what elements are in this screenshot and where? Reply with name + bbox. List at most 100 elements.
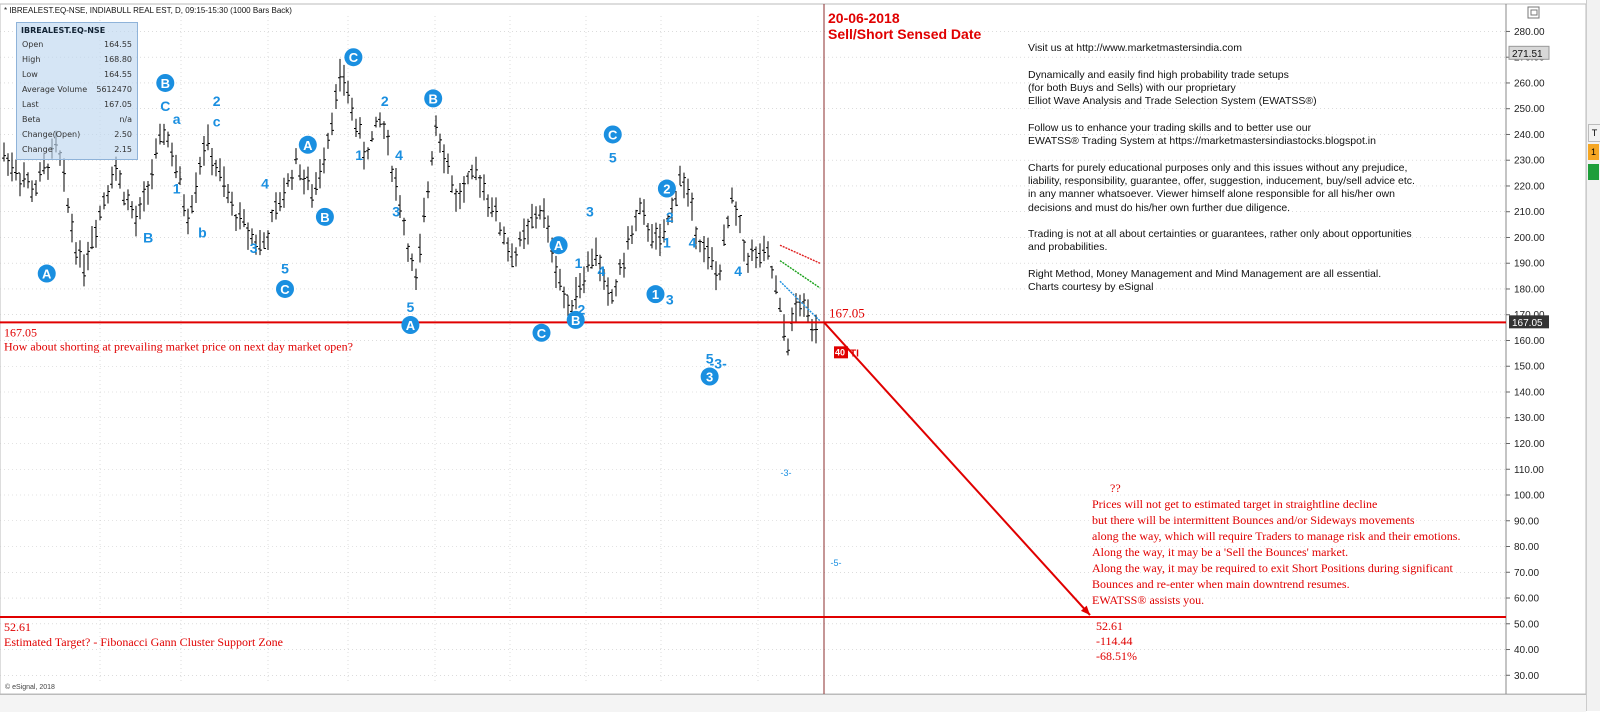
wave-label-circle [156,73,175,92]
wave-label-circle [646,285,665,304]
note-question-marks: ?? [1110,481,1121,495]
price-bar [454,188,458,212]
price-bar [134,205,138,237]
price-bar [358,117,362,139]
price-bar [590,248,594,269]
price-bar [178,166,182,186]
price-bar [642,199,646,225]
disclaimer-text: Visit us at http://www.marketmastersindi… [1028,42,1415,294]
quote-row-change-open: Change(Open) 2.50 [22,130,132,139]
price-bar [314,172,318,195]
strip-one-button[interactable]: 1 [1588,144,1599,160]
price-bar [262,232,266,250]
price-bar [446,153,450,174]
wave-label: 5 [281,260,289,276]
note-line: EWATSS® assists you. [1092,593,1204,607]
target-value: 52.61 [4,620,31,634]
price-line-value: 167.05 [4,325,37,339]
price-bar [326,132,330,149]
price-bar [710,247,714,270]
price-bar [18,172,22,197]
y-tick-label: 260.00 [1514,78,1545,89]
price-bar [578,272,582,299]
restore-window-icon-inner [1530,9,1538,16]
price-bar [686,178,690,207]
price-bar [126,189,130,211]
price-bar [510,243,514,268]
price-bar [674,190,678,207]
price-bar [750,239,754,262]
price-bar [490,197,494,218]
price-bar [482,174,486,201]
note-line: Bounces and re-enter when main downtrend… [1092,577,1350,591]
price-bar [754,246,758,269]
y-tick-label: 140.00 [1514,387,1545,398]
wave-label: C [160,98,170,114]
price-bar [142,181,146,212]
price-bar [270,209,274,223]
wave-label-circle [603,125,622,144]
price-bar [90,225,94,250]
strip-t-button[interactable]: T [1588,124,1600,142]
right-toolbar-strip[interactable] [1586,0,1600,711]
price-bar [698,239,702,253]
price-bar [650,223,654,249]
y-tick-label: 240.00 [1514,130,1545,141]
wave-label: 3 [706,370,713,385]
quote-window[interactable]: IBREALEST.EQ-NSE Open 164.55 High 168.80 L… [16,22,138,160]
price-bar [302,169,306,195]
y-tick-label: 230.00 [1514,156,1545,167]
price-bar [190,194,194,214]
quote-row-last: Last 167.05 [22,100,132,109]
price-bar [394,168,398,201]
price-bar [286,173,290,187]
price-bar [782,314,786,341]
wave-label: 4 [395,147,403,163]
projection-arrow-head [1080,605,1090,616]
last-price-label: 167.05 [1512,318,1543,329]
channel-line [779,260,821,289]
price-bar [6,153,10,176]
wave-label: 1 [652,287,659,302]
y-tick-label: 150.00 [1514,362,1545,373]
y-tick-label: 130.00 [1514,413,1545,424]
price-bar [594,237,598,267]
projection-arrow-line [823,321,1091,616]
price-bar [354,118,358,137]
y-tick-label: 190.00 [1514,259,1545,270]
wave-label: B [143,229,153,245]
price-bar [158,123,162,145]
price-bar [734,201,738,226]
price-bar [26,172,30,189]
restore-window-icon[interactable] [1527,6,1540,19]
price-bar [518,231,522,247]
price-line-value-right: 167.05 [829,305,865,320]
signal-badge [834,346,848,359]
price-bar [798,294,802,317]
last-price-box [1509,315,1549,329]
price-bars [2,58,818,356]
price-bar [542,198,546,229]
price-line-question: How about shorting at prevailing market … [4,339,353,353]
price-bar [202,135,206,166]
price-bar [86,241,90,271]
price-bar [694,226,698,250]
channel-line [779,244,821,264]
price-bar [170,142,174,167]
price-bar [770,265,774,279]
price-bar [746,252,750,273]
wave-label: C [280,282,290,297]
strip-green-marker [1588,164,1599,180]
price-bar [282,177,286,208]
wave-label-circle [657,179,676,198]
y-tick-label: 120.00 [1514,439,1545,450]
wave-label: 2 [578,302,586,318]
price-bar [186,208,190,235]
y-tick-label: 280.00 [1514,27,1545,38]
price-bar [742,239,746,262]
price-bar [162,123,166,146]
price-bar [794,293,798,323]
note-line: Along the way, it may be a 'Sell the Bou… [1092,545,1348,559]
high-price-box [1508,45,1550,60]
